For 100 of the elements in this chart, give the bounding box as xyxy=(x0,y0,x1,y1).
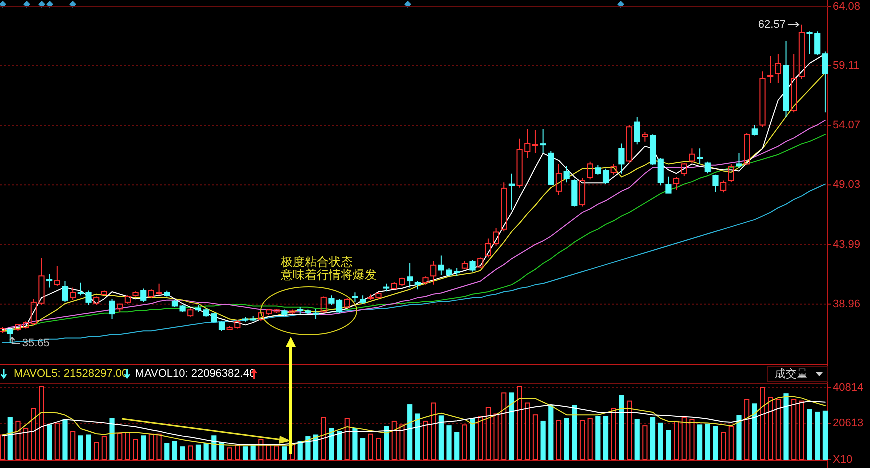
candlestick xyxy=(564,166,570,184)
candlestick xyxy=(532,130,539,154)
y-tick-label: 54.07 xyxy=(833,119,861,132)
bar xyxy=(768,397,774,460)
y-tick-label: 49.03 xyxy=(833,179,861,192)
bar xyxy=(760,387,766,460)
bar xyxy=(47,424,52,460)
bar xyxy=(39,386,44,460)
candlestick xyxy=(46,274,53,288)
candlestick xyxy=(312,308,320,320)
bar xyxy=(423,420,428,460)
candlestick xyxy=(768,56,774,84)
bar xyxy=(227,448,232,460)
candlestick xyxy=(689,148,696,164)
bar xyxy=(642,426,648,460)
bar xyxy=(517,386,522,460)
bar xyxy=(110,418,115,460)
bar xyxy=(78,436,84,460)
bar xyxy=(62,419,68,460)
bar xyxy=(282,446,288,460)
bar xyxy=(8,417,13,460)
bar xyxy=(588,418,593,460)
bar xyxy=(548,405,554,460)
bar xyxy=(24,428,29,460)
bar xyxy=(713,426,718,460)
candlestick xyxy=(62,280,68,303)
bar xyxy=(337,431,342,460)
bar xyxy=(180,446,186,460)
candlestick xyxy=(798,24,805,80)
bar xyxy=(540,420,546,460)
annotation: 意味着行情将爆发 xyxy=(280,268,377,282)
bar xyxy=(736,415,742,460)
bar xyxy=(125,432,130,460)
bar xyxy=(603,416,609,460)
bar xyxy=(721,432,726,460)
bar xyxy=(164,443,170,460)
candlestick xyxy=(697,148,704,165)
bar xyxy=(619,395,624,460)
bar xyxy=(494,414,499,460)
bar xyxy=(626,400,632,460)
y-tick-label: 59.11 xyxy=(833,60,860,72)
candlestick xyxy=(783,40,790,118)
bar xyxy=(250,444,256,460)
bar xyxy=(431,402,436,460)
candlestick xyxy=(7,328,14,344)
bar xyxy=(682,417,687,460)
candlestick xyxy=(760,71,766,128)
bar xyxy=(235,444,240,460)
bar xyxy=(321,417,326,460)
candlestick xyxy=(666,176,672,194)
bar xyxy=(634,419,640,460)
bar xyxy=(446,426,452,460)
bar xyxy=(509,392,515,460)
bar xyxy=(298,441,303,460)
bar xyxy=(822,410,828,460)
bar xyxy=(172,441,178,460)
bar xyxy=(486,407,491,460)
bar xyxy=(102,436,107,460)
bar xyxy=(360,438,366,460)
bar xyxy=(462,424,468,460)
bar xyxy=(313,434,319,460)
candlestick xyxy=(618,143,625,174)
bar xyxy=(815,412,820,460)
bar xyxy=(94,442,100,460)
y-tick-label: 40814 xyxy=(833,382,864,394)
candlestick xyxy=(508,173,516,210)
bar xyxy=(454,432,460,460)
bar xyxy=(666,430,672,460)
candlestick xyxy=(54,266,60,287)
bar xyxy=(690,419,695,460)
bar xyxy=(188,446,194,460)
bar xyxy=(728,426,734,460)
y-tick-label: 20613 xyxy=(833,418,864,430)
candlestick xyxy=(712,174,719,193)
bar xyxy=(752,404,758,460)
chart-title: 成交量 xyxy=(775,368,808,380)
bar xyxy=(384,426,390,460)
bar xyxy=(118,432,123,460)
bar xyxy=(611,408,616,460)
candlestick xyxy=(736,152,742,169)
bar xyxy=(141,436,146,460)
bar xyxy=(376,438,382,460)
candlestick xyxy=(674,176,680,191)
bar xyxy=(196,444,202,460)
bar xyxy=(156,434,162,460)
bar xyxy=(674,420,680,460)
bar xyxy=(502,392,507,460)
bar xyxy=(698,424,703,460)
candlestick xyxy=(540,128,546,154)
bar xyxy=(650,417,656,460)
bar xyxy=(86,434,92,460)
candlestick xyxy=(791,54,798,114)
bar xyxy=(415,414,420,460)
bar xyxy=(344,418,350,460)
bar xyxy=(31,408,36,460)
bar xyxy=(705,424,710,460)
bar xyxy=(525,402,530,460)
bar xyxy=(478,416,484,460)
bar xyxy=(16,420,21,460)
annotation: 极度粘合状态 xyxy=(280,255,353,269)
